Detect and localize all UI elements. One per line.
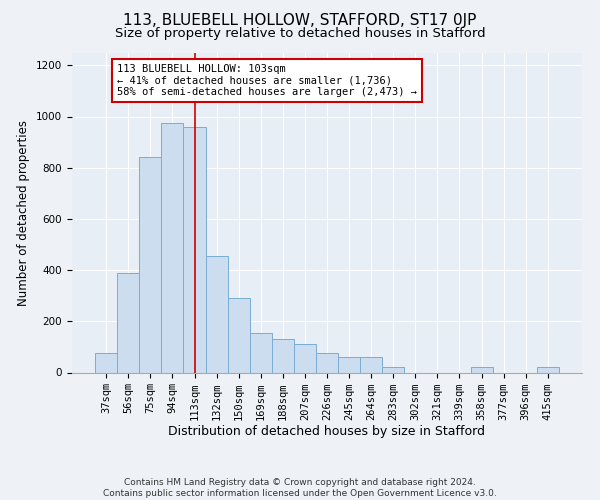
Text: Size of property relative to detached houses in Stafford: Size of property relative to detached ho… <box>115 28 485 40</box>
Bar <box>272 339 294 372</box>
Bar <box>338 357 360 372</box>
X-axis label: Distribution of detached houses by size in Stafford: Distribution of detached houses by size … <box>169 426 485 438</box>
Bar <box>95 354 117 372</box>
Bar <box>250 333 272 372</box>
Bar <box>139 158 161 372</box>
Bar <box>316 354 338 372</box>
Bar <box>470 368 493 372</box>
Bar <box>294 344 316 372</box>
Bar <box>227 298 250 372</box>
Text: Contains HM Land Registry data © Crown copyright and database right 2024.
Contai: Contains HM Land Registry data © Crown c… <box>103 478 497 498</box>
Bar <box>161 123 184 372</box>
Bar <box>184 126 206 372</box>
Y-axis label: Number of detached properties: Number of detached properties <box>17 120 31 306</box>
Bar <box>117 272 139 372</box>
Bar <box>360 357 382 372</box>
Bar <box>537 368 559 372</box>
Bar <box>206 256 227 372</box>
Text: 113 BLUEBELL HOLLOW: 103sqm
← 41% of detached houses are smaller (1,736)
58% of : 113 BLUEBELL HOLLOW: 103sqm ← 41% of det… <box>117 64 417 97</box>
Bar <box>382 368 404 372</box>
Text: 113, BLUEBELL HOLLOW, STAFFORD, ST17 0JP: 113, BLUEBELL HOLLOW, STAFFORD, ST17 0JP <box>124 12 476 28</box>
